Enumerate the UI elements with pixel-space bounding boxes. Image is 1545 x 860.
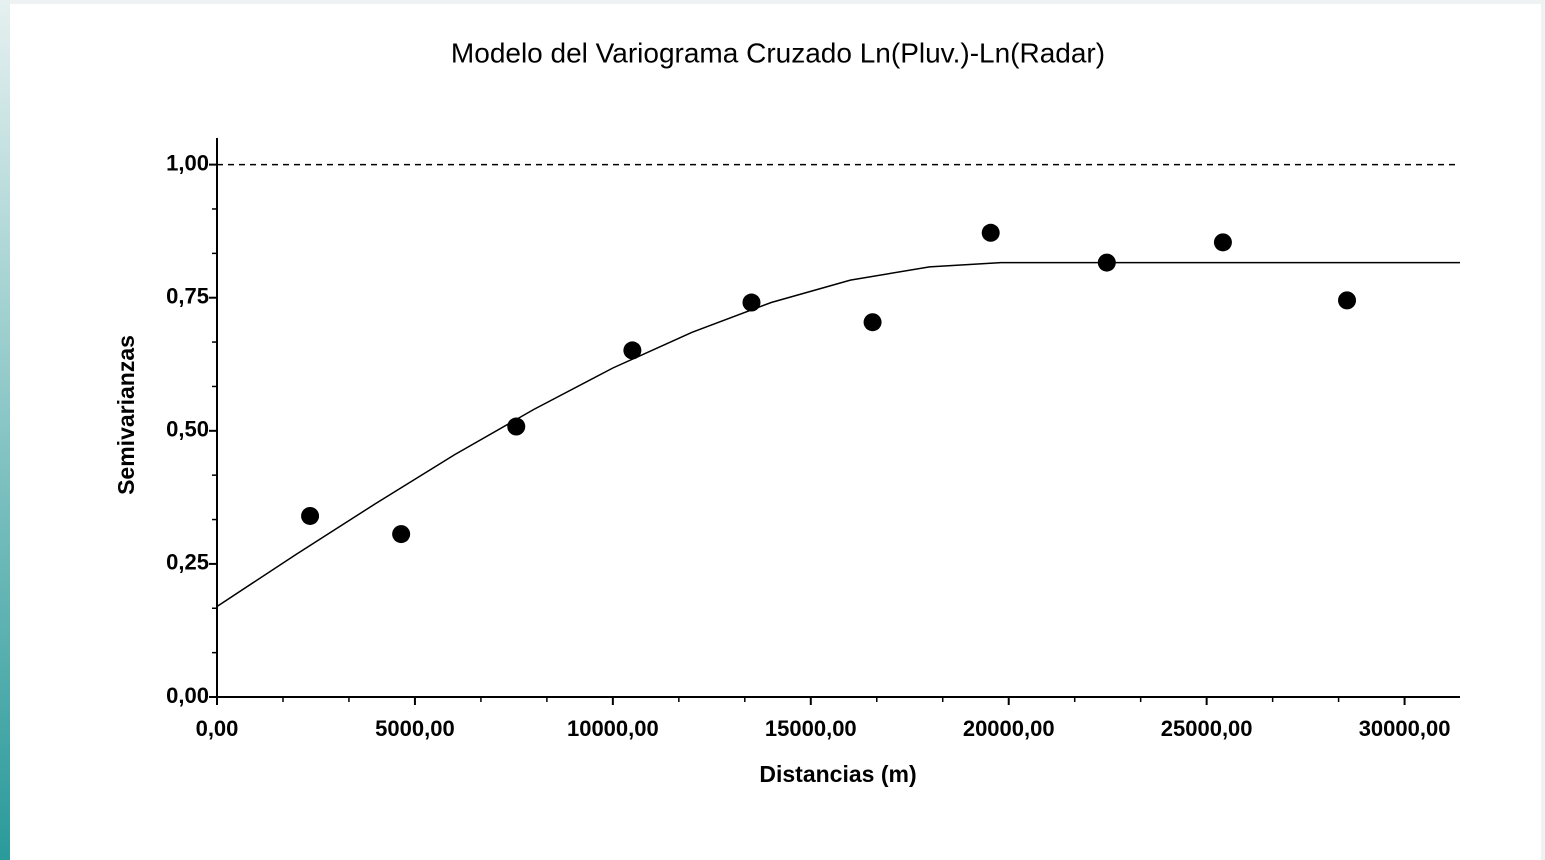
x-tick-label: 30000,00	[1359, 716, 1451, 741]
x-tick-label: 5000,00	[375, 716, 455, 741]
data-point	[623, 341, 642, 360]
x-tick-label: 0,00	[196, 716, 239, 741]
model-curve	[216, 261, 1460, 608]
panel	[10, 4, 1541, 860]
y-axis-label: Semivarianzas	[113, 335, 139, 495]
y-tick-label: 0,00	[166, 683, 209, 708]
data-point	[863, 313, 882, 332]
data-point	[392, 525, 411, 544]
y-tick-label: 1,00	[166, 150, 209, 175]
x-tick-label: 25000,00	[1161, 716, 1253, 741]
x-tick-label: 20000,00	[963, 716, 1055, 741]
y-tick-label: 0,25	[166, 550, 209, 575]
data-point	[1338, 291, 1357, 310]
y-tick-label: 0,75	[166, 284, 209, 309]
chart-title: Modelo del Variograma Cruzado Ln(Pluv.)-…	[451, 37, 1105, 68]
x-tick-label: 10000,00	[567, 716, 659, 741]
x-axis-label: Distancias (m)	[759, 761, 916, 787]
x-tick-label: 15000,00	[765, 716, 857, 741]
data-point	[1213, 233, 1232, 252]
data-point	[981, 223, 1000, 242]
data-point	[301, 506, 320, 525]
y-tick-label: 0,50	[166, 417, 209, 442]
data-point	[742, 293, 761, 312]
side-strip	[0, 0, 10, 860]
